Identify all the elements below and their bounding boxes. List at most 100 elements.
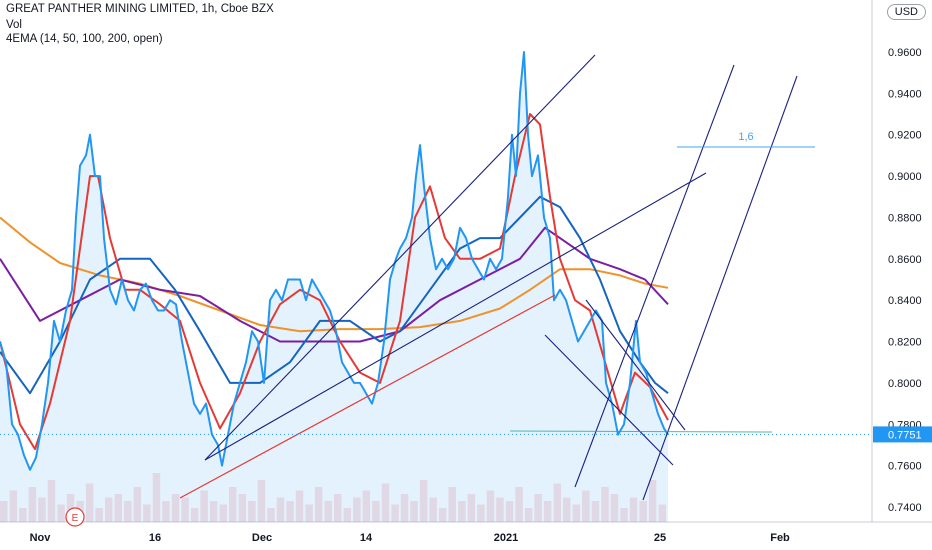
volume-bar — [181, 497, 189, 522]
support-line — [179, 294, 556, 499]
volume-bar — [620, 508, 628, 522]
volume-bar — [124, 501, 132, 522]
volume-label: Vol — [6, 19, 22, 31]
volume-bar — [219, 504, 227, 522]
currency-button[interactable]: USD — [886, 4, 926, 20]
ema50-line — [0, 195, 669, 395]
volume-bar — [85, 483, 94, 522]
volume-bar — [582, 490, 590, 522]
horizontal-ray — [509, 430, 773, 433]
volume-bar — [171, 494, 180, 522]
volume-bar — [429, 497, 437, 522]
chart-title: GREAT PANTHER MINING LIMITED, 1h, Cboe B… — [6, 3, 274, 15]
volume-bar — [534, 494, 542, 522]
volume-bar — [286, 501, 294, 522]
y-tick-label: 0.9200 — [888, 130, 922, 142]
earnings-marker-label: E — [72, 513, 79, 524]
y-tick-label: 0.7600 — [888, 461, 922, 473]
volume-bar — [658, 504, 666, 522]
y-tick-label: 0.8200 — [888, 337, 922, 349]
volume-bar — [372, 501, 380, 522]
volume-bar — [276, 497, 285, 522]
y-tick-label: 0.8600 — [888, 254, 922, 266]
volume-bar — [496, 497, 504, 522]
annotation-label: 1,6 — [738, 131, 753, 143]
ema200-line — [0, 216, 669, 333]
volume-bar — [524, 508, 533, 522]
y-tick-label: 0.7400 — [888, 502, 922, 514]
earnings-marker-icon — [65, 507, 85, 527]
wedge-upper-line — [544, 334, 674, 466]
x-tick-label: Dec — [252, 532, 272, 544]
volume-bar — [19, 508, 27, 522]
volume-bar — [553, 483, 561, 522]
volume-bar — [162, 501, 170, 522]
volume-bar — [105, 497, 113, 522]
last-price-box — [873, 426, 932, 443]
x-tick-label: 16 — [149, 532, 161, 544]
x-tick-label: Nov — [30, 532, 52, 544]
volume-bar — [572, 504, 581, 522]
volume-bar — [257, 480, 266, 522]
volume-bar — [410, 501, 418, 522]
y-tick-label: 0.8400 — [888, 295, 922, 307]
volume-bar — [47, 480, 56, 522]
y-tick-label: 0.9000 — [888, 171, 922, 183]
volume-bar — [305, 504, 313, 522]
volume-bar — [391, 504, 399, 522]
volume-bar — [38, 497, 46, 522]
volume-bar — [591, 501, 600, 522]
y-tick-label: 0.8800 — [888, 212, 922, 224]
volume-bar — [419, 480, 428, 522]
volume-bar — [353, 497, 361, 522]
volume-bar — [543, 501, 552, 522]
volume-bar — [505, 501, 514, 522]
indicator-label: 4EMA (14, 50, 100, 200, open) — [6, 33, 163, 45]
volume-bar — [57, 504, 65, 522]
volume-bar — [314, 487, 323, 522]
volume-bar — [458, 501, 466, 522]
volume-bar — [334, 494, 342, 522]
y-tick-label: 0.9600 — [888, 47, 922, 59]
volume-bar — [448, 487, 456, 522]
volume-bar — [629, 497, 638, 522]
volume-bar — [400, 494, 409, 522]
volume-bar — [324, 501, 332, 522]
volume-bar — [486, 490, 495, 522]
y-tick-label: 0.9400 — [888, 88, 922, 100]
volume-bar — [143, 504, 151, 522]
volume-bar — [267, 508, 275, 522]
x-tick-label: Feb — [770, 532, 790, 544]
volume-bar — [467, 494, 476, 522]
volume-bar — [0, 501, 8, 522]
volume-bar — [238, 494, 247, 522]
volume-bar — [200, 490, 208, 522]
volume-bar — [95, 508, 103, 522]
volume-bar — [229, 487, 237, 522]
volume-bar — [477, 504, 485, 522]
price-line — [0, 51, 669, 471]
price-area — [0, 52, 668, 522]
y-tick-label: 0.8000 — [888, 378, 922, 390]
volume-bar — [248, 501, 256, 522]
up-channel-left-line — [574, 64, 735, 488]
volume-bar — [209, 501, 218, 522]
last-price-label: 0.7751 — [888, 429, 922, 441]
channel-bottom-line — [204, 172, 707, 461]
volume-bar — [114, 494, 122, 522]
volume-bar — [152, 473, 161, 522]
volume-bar — [9, 490, 17, 522]
volume-bar — [648, 480, 657, 522]
volume-bar — [295, 490, 304, 522]
channel-top-line — [204, 54, 596, 461]
volume-bar — [439, 508, 447, 522]
volume-bar — [190, 508, 199, 522]
volume-bar — [610, 494, 619, 522]
volume-bar — [66, 494, 75, 522]
wedge-lower-line — [585, 299, 686, 431]
volume-bar — [515, 487, 523, 522]
volume-bar — [601, 487, 609, 522]
x-tick-label: 2021 — [494, 532, 518, 544]
volume-bar — [133, 487, 142, 522]
